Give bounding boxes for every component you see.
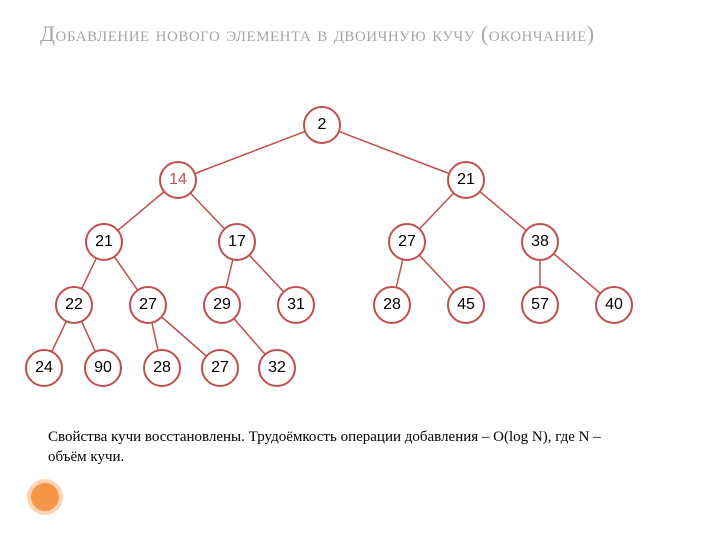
tree-node: 45 — [447, 286, 485, 324]
tree-edge — [178, 125, 322, 180]
tree-node: 31 — [277, 286, 315, 324]
tree-node: 2 — [303, 106, 341, 144]
tree-node: 90 — [84, 349, 122, 387]
slide: Добавление нового элемента в двоичную ку… — [0, 0, 720, 540]
tree-node: 28 — [143, 349, 181, 387]
tree-edge — [322, 125, 466, 180]
tree-node: 21 — [85, 223, 123, 261]
tree-node: 28 — [373, 286, 411, 324]
tree-node: 27 — [129, 286, 167, 324]
tree-node: 14 — [159, 161, 197, 199]
tree-node: 40 — [595, 286, 633, 324]
tree-node: 22 — [55, 286, 93, 324]
tree-node: 32 — [258, 349, 296, 387]
tree-node: 24 — [25, 349, 63, 387]
tree-node: 38 — [521, 223, 559, 261]
caption-text: Свойства кучи восстановлены. Трудоёмкост… — [48, 428, 608, 467]
tree-node: 17 — [218, 223, 256, 261]
corner-accent-dot — [27, 479, 63, 515]
tree-node: 57 — [521, 286, 559, 324]
tree-node: 21 — [447, 161, 485, 199]
tree-node: 27 — [388, 223, 426, 261]
tree-node: 29 — [203, 286, 241, 324]
tree-node: 27 — [201, 349, 239, 387]
